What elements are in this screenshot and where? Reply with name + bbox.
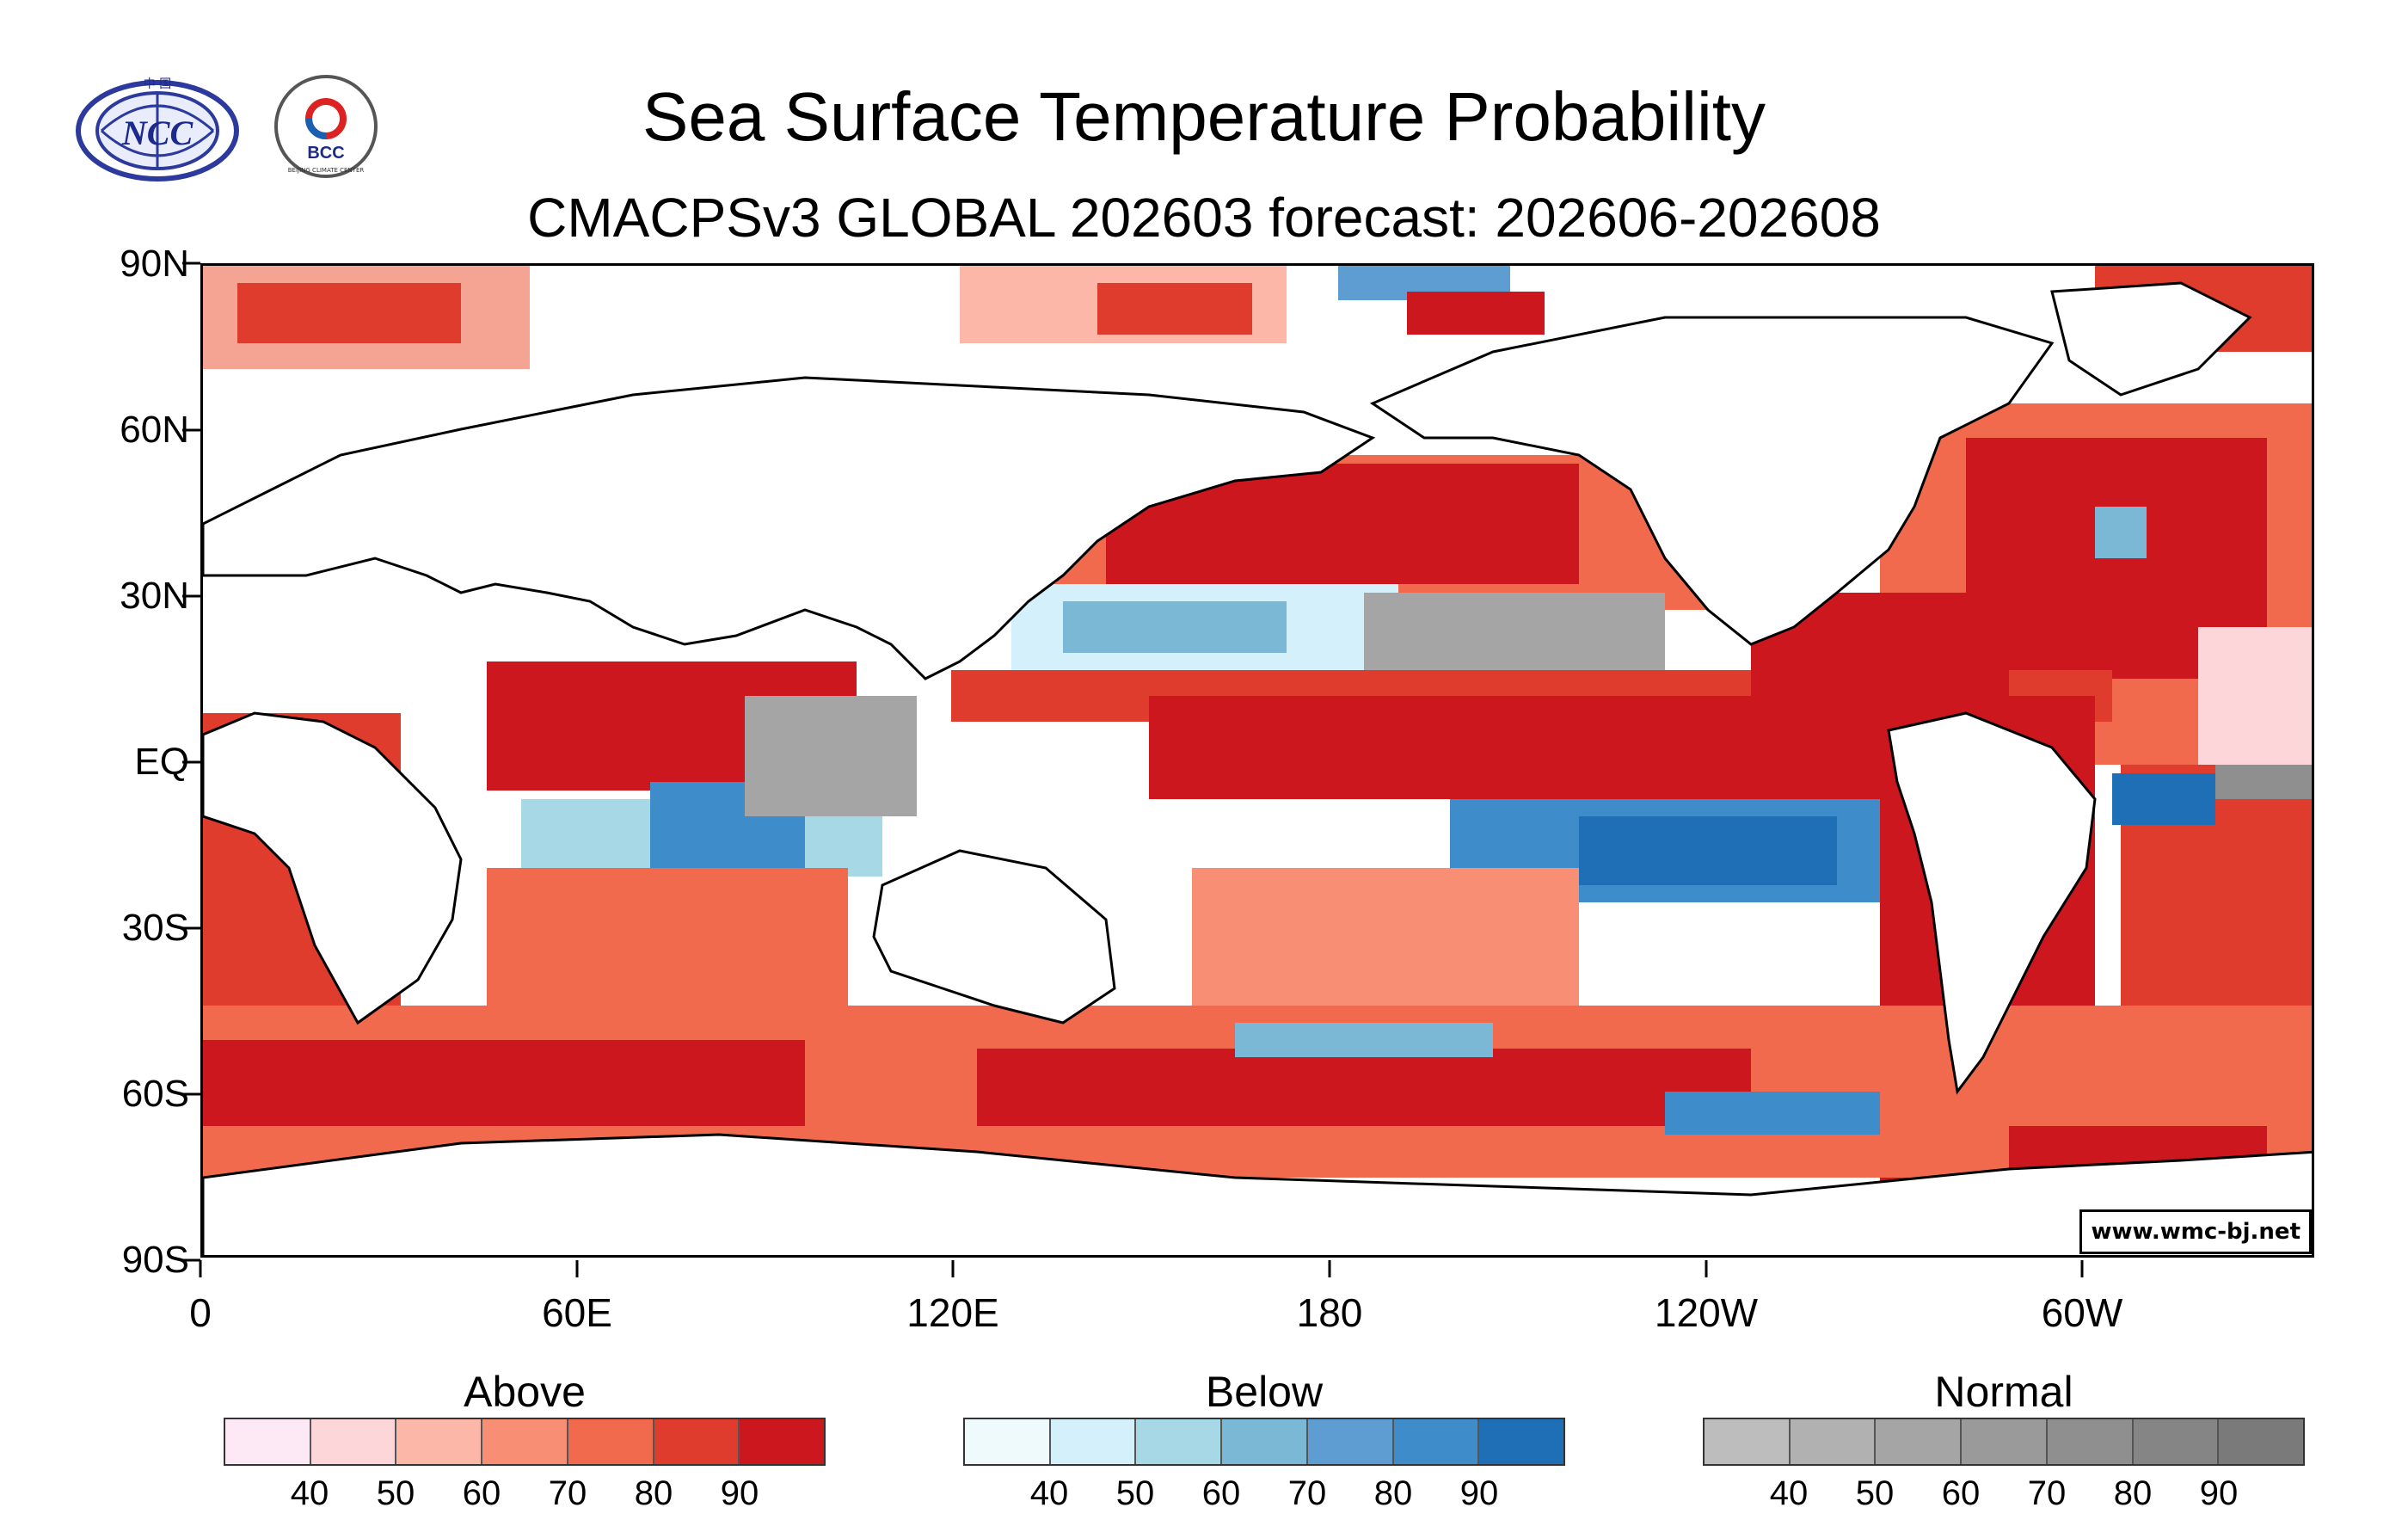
legend-swatch xyxy=(225,1419,311,1464)
australia-outline xyxy=(872,849,1116,1025)
sst-probability-map xyxy=(200,263,2314,1258)
legend-tick: 40 xyxy=(290,1474,329,1512)
lat-label-30s: 30S xyxy=(121,907,189,949)
axis-ticks xyxy=(182,262,2084,1277)
lat-label-60n: 60N xyxy=(120,409,189,451)
legend-swatch xyxy=(1393,1419,1480,1464)
legend-swatch xyxy=(1962,1419,2048,1464)
legend-tick: 80 xyxy=(2113,1474,2153,1512)
lat-label-eq: EQ xyxy=(134,741,189,783)
lon-label-60e: 60E xyxy=(542,1290,612,1335)
legend-tick: 80 xyxy=(1373,1474,1413,1512)
legend-tick: 90 xyxy=(720,1474,759,1512)
legend-below-title: Below xyxy=(1205,1368,1324,1416)
legend-below: Below 40 50 60 70 80 90 xyxy=(963,1366,1565,1524)
legend-normal-colorbar xyxy=(1703,1418,2305,1466)
ncc-logo-text: NCC xyxy=(121,114,194,152)
north-atlantic-anomaly xyxy=(1880,403,2312,765)
greenland-outline xyxy=(2050,281,2252,397)
legend-above-colorbar xyxy=(224,1418,826,1466)
bcc-logo-text: BCC xyxy=(307,144,344,163)
legend-swatch xyxy=(310,1419,397,1464)
legend-below-colorbar xyxy=(963,1418,1565,1466)
legend-swatch xyxy=(654,1419,740,1464)
legend-swatch xyxy=(1136,1419,1223,1464)
legend-swatch xyxy=(965,1419,1051,1464)
legend-swatch xyxy=(568,1419,654,1464)
lat-label-90n: 90N xyxy=(120,243,189,285)
legend-tick: 60 xyxy=(1201,1474,1241,1512)
legend-swatch xyxy=(1307,1419,1394,1464)
legend-swatch xyxy=(1790,1419,1877,1464)
antarctica-outline xyxy=(203,1133,2312,1255)
legend-tick: 50 xyxy=(1855,1474,1895,1512)
legend-swatch xyxy=(1479,1419,1564,1464)
legend-tick: 70 xyxy=(548,1474,587,1512)
lon-label-120e: 120E xyxy=(906,1290,999,1335)
legend-swatch xyxy=(2047,1419,2134,1464)
legend-tick: 60 xyxy=(462,1474,501,1512)
bcc-logo: BCC BEIJING CLIMATE CENTER xyxy=(272,72,380,181)
legend-tick: 80 xyxy=(634,1474,673,1512)
legend-tick: 50 xyxy=(1115,1474,1155,1512)
lon-label-120w: 120W xyxy=(1654,1290,1759,1335)
legend-normal-title: Normal xyxy=(1934,1368,2073,1416)
legend-tick: 50 xyxy=(376,1474,415,1512)
lat-label-30n: 30N xyxy=(120,575,189,617)
lon-label-60w: 60W xyxy=(2041,1290,2123,1335)
ncc-logo: NCC 中 国 xyxy=(67,72,248,184)
north-america-outline xyxy=(1369,316,2055,646)
lon-label-0: 0 xyxy=(189,1290,212,1335)
legend-swatch xyxy=(396,1419,483,1464)
legend-tick: 40 xyxy=(1769,1474,1809,1512)
legend-swatch xyxy=(2219,1419,2304,1464)
ncc-logo-top-text: 中 国 xyxy=(144,77,171,91)
legend-above-title: Above xyxy=(464,1368,586,1416)
legend-swatch xyxy=(1050,1419,1137,1464)
legend-above: Above 40 50 60 70 80 90 xyxy=(224,1366,826,1524)
legend-swatch xyxy=(2133,1419,2220,1464)
legend-swatch xyxy=(482,1419,568,1464)
legend-swatch xyxy=(1876,1419,1963,1464)
legend-swatch xyxy=(1705,1419,1791,1464)
map-title: Sea Surface Temperature Probability xyxy=(642,78,1766,155)
arctic-anomaly-patches xyxy=(203,266,2312,369)
continents xyxy=(203,281,2312,1255)
legend-tick: 60 xyxy=(1941,1474,1981,1512)
lat-label-60s: 60S xyxy=(121,1073,189,1115)
legend-tick: 70 xyxy=(1287,1474,1327,1512)
legend-swatch xyxy=(1222,1419,1308,1464)
legend-tick: 90 xyxy=(2199,1474,2239,1512)
website-label: www.wmc-bj.net xyxy=(2079,1209,2312,1254)
legend-normal: Normal 40 50 60 70 80 90 xyxy=(1703,1366,2305,1524)
legend-tick: 70 xyxy=(2027,1474,2067,1512)
legend-tick: 90 xyxy=(1459,1474,1499,1512)
legend-swatch xyxy=(740,1419,825,1464)
bcc-logo-ring-text: BEIJING CLIMATE CENTER xyxy=(288,167,365,174)
lat-label-90s: 90S xyxy=(121,1239,189,1281)
map-subtitle: CMACPSv3 GLOBAL 202603 forecast: 202606-… xyxy=(527,187,1881,249)
legend-tick: 40 xyxy=(1029,1474,1069,1512)
indian-ocean-anomaly xyxy=(487,661,917,1040)
africa-outline xyxy=(203,711,463,1025)
south-america-outline xyxy=(1887,711,2097,1095)
eurasia-outline xyxy=(203,376,1376,680)
lon-label-180: 180 xyxy=(1296,1290,1363,1335)
